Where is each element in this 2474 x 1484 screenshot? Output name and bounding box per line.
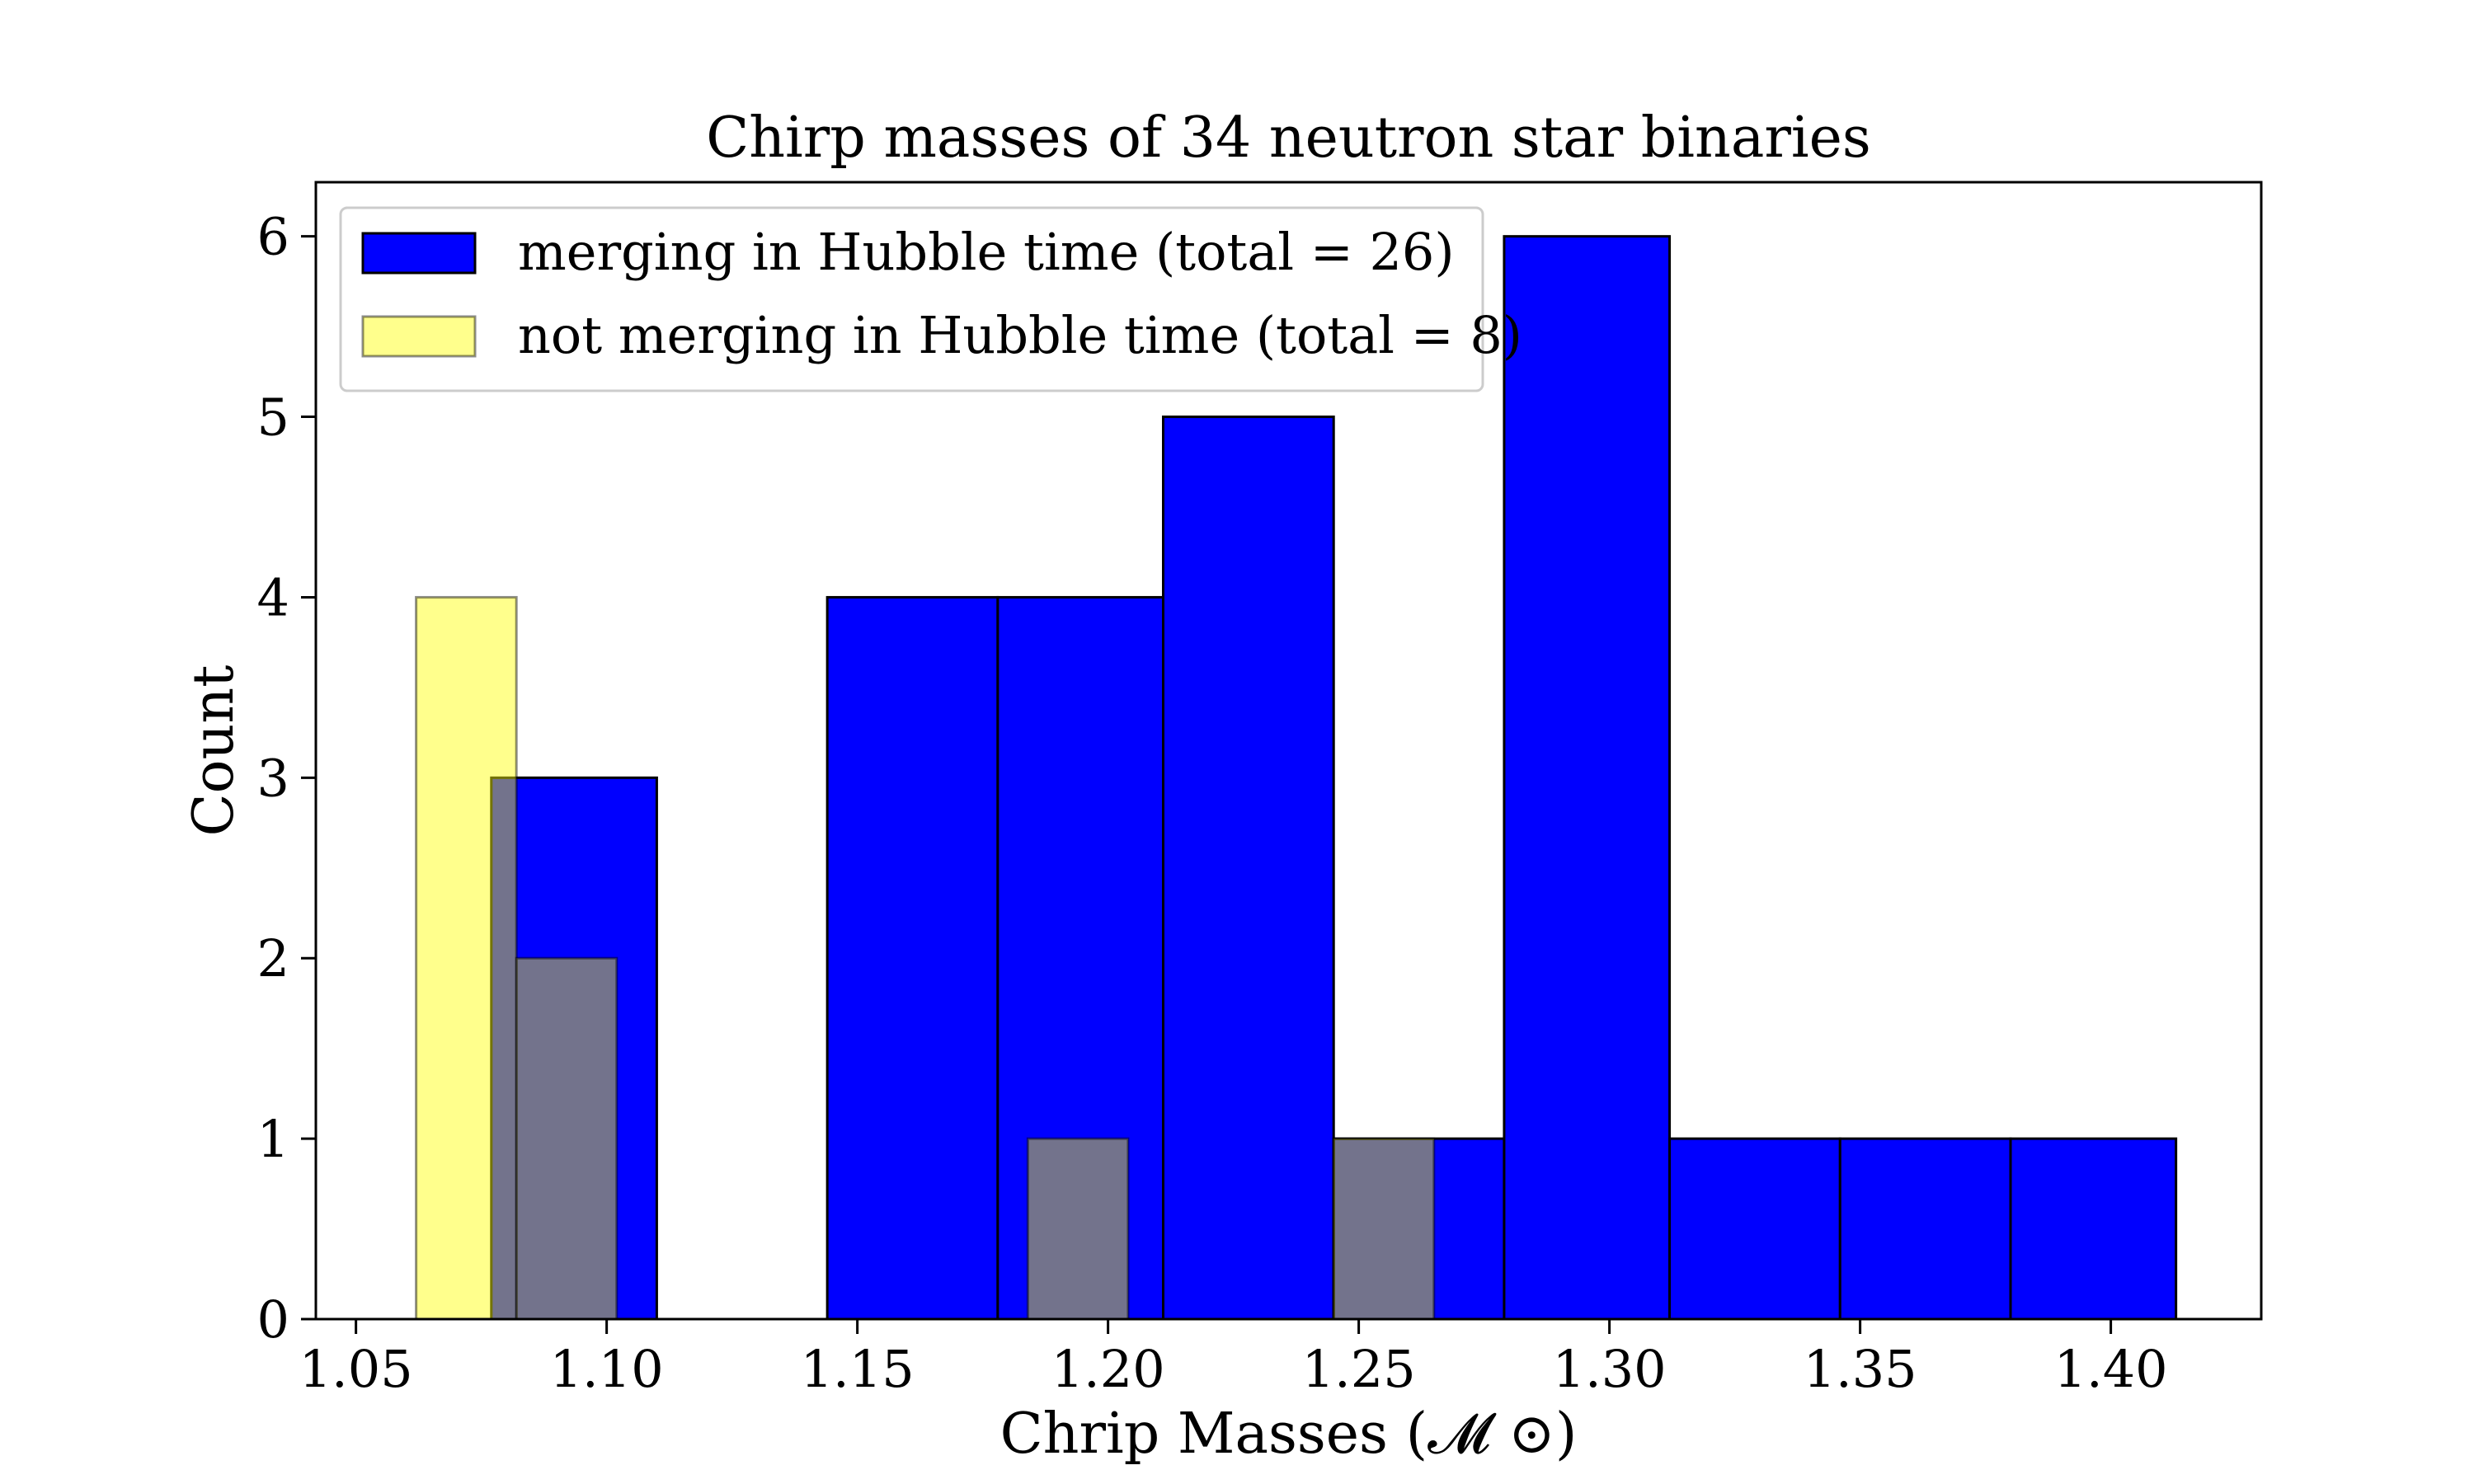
x-axis: 1.05 1.10 1.15 1.20 1.25 1.30 1.35 1.40 [299,1319,2168,1399]
x-tick-label: 1.20 [1051,1339,1165,1399]
y-axis: 0 1 2 3 4 5 6 [257,207,316,1350]
y-tick-label: 3 [257,748,289,808]
y-tick-label: 0 [257,1289,289,1350]
x-tick-label: 1.15 [801,1339,915,1399]
y-tick-label: 4 [257,567,289,627]
legend-label: not merging in Hubble time (total = 8) [518,305,1522,365]
y-axis-label: Count [181,665,247,837]
bar-not-merging-1 [515,956,618,1321]
chart-title: Chirp masses of 34 neutron star binaries [706,106,1871,171]
x-tick-label: 1.35 [1804,1339,1917,1399]
y-tick-label: 6 [257,207,289,267]
legend: merging in Hubble time (total = 26) not m… [339,206,1522,392]
bar-merging-6 [1503,235,1672,1321]
x-tick-label: 1.30 [1553,1339,1667,1399]
y-tick-label: 5 [257,387,289,448]
bar-merging-8 [1838,1137,2012,1321]
legend-swatch [361,315,477,358]
bar-merging-5 [1332,1137,1506,1321]
x-tick-label: 1.10 [550,1339,664,1399]
x-tick-label: 1.25 [1302,1339,1416,1399]
plot-frame [314,181,2263,1321]
bar-not-merging-0 [415,595,518,1321]
legend-swatch [361,232,477,275]
bar-merging-0 [490,776,658,1321]
y-tick-label: 2 [257,928,289,989]
bars-layer [415,235,2178,1321]
bar-not-merging-6 [1026,1137,1130,1321]
legend-box [339,206,1484,392]
legend-label: merging in Hubble time (total = 26) [518,222,1455,282]
bar-merging-2 [825,595,999,1321]
bar-merging-4 [1162,416,1335,1321]
bar-merging-9 [2009,1137,2178,1321]
x-tick-label: 1.05 [299,1339,413,1399]
y-tick-label: 1 [257,1109,289,1169]
bar-merging-7 [1668,1137,1841,1321]
bar-merging-3 [996,595,1165,1321]
x-tick-label: 1.40 [2054,1339,2168,1399]
x-axis-label: Chrip Masses (𝓜 ⊙) [1000,1402,1578,1467]
bar-not-merging-9 [1332,1137,1436,1321]
